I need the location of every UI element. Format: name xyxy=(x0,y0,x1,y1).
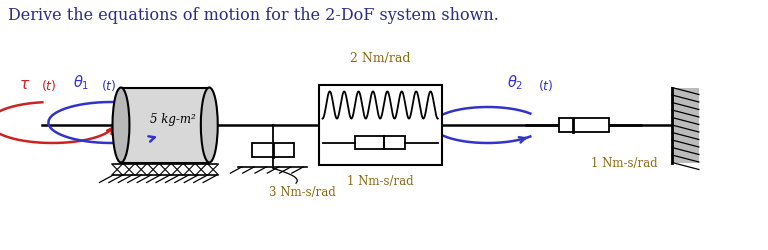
Bar xyxy=(319,85,442,165)
Text: $(t)$: $(t)$ xyxy=(41,78,56,93)
Bar xyxy=(672,88,699,162)
Text: $\theta_1$: $\theta_1$ xyxy=(73,73,89,92)
Bar xyxy=(355,136,406,149)
Text: Derive the equations of motion for the 2-DoF system shown.: Derive the equations of motion for the 2… xyxy=(8,8,498,24)
Bar xyxy=(121,88,209,162)
Bar xyxy=(251,143,293,157)
Text: $(t)$: $(t)$ xyxy=(101,78,117,93)
Ellipse shape xyxy=(112,88,129,162)
Text: $(t)$: $(t)$ xyxy=(538,78,553,93)
Text: $\theta_2$: $\theta_2$ xyxy=(507,73,523,92)
Text: $\tau$: $\tau$ xyxy=(19,78,31,92)
Bar xyxy=(559,118,608,132)
Text: 1 Nm-s/rad: 1 Nm-s/rad xyxy=(347,175,413,188)
Text: 5 kg-m²: 5 kg-m² xyxy=(150,114,196,126)
Text: 3 Nm-s/rad: 3 Nm-s/rad xyxy=(269,186,336,198)
Text: 2 Nm/rad: 2 Nm/rad xyxy=(350,52,410,65)
Ellipse shape xyxy=(201,88,218,162)
Text: 1 Nm-s/rad: 1 Nm-s/rad xyxy=(591,156,658,170)
